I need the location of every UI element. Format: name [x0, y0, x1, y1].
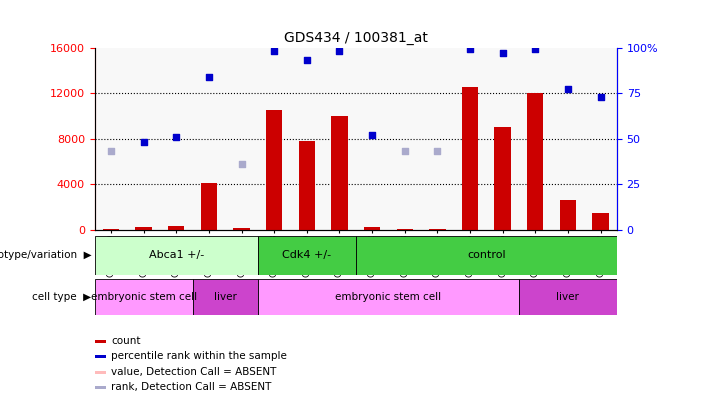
Point — [236, 161, 247, 167]
Point — [301, 57, 313, 63]
Point — [367, 132, 378, 138]
Point — [595, 93, 606, 100]
Text: embryonic stem cell: embryonic stem cell — [90, 292, 197, 302]
Bar — [95, 340, 106, 343]
Bar — [258, 236, 356, 275]
Bar — [494, 127, 511, 230]
Bar — [364, 227, 380, 230]
Text: liver: liver — [214, 292, 237, 302]
Text: liver: liver — [557, 292, 579, 302]
Bar — [355, 236, 617, 275]
Bar — [266, 110, 283, 230]
Text: control: control — [467, 250, 505, 261]
Point — [497, 50, 508, 56]
Point — [138, 139, 149, 145]
Bar — [527, 93, 543, 230]
Bar — [592, 213, 608, 230]
Bar — [560, 200, 576, 230]
Text: rank, Detection Call = ABSENT: rank, Detection Call = ABSENT — [111, 382, 272, 392]
Point — [268, 48, 280, 54]
Title: GDS434 / 100381_at: GDS434 / 100381_at — [284, 31, 428, 45]
Text: percentile rank within the sample: percentile rank within the sample — [111, 351, 287, 362]
Bar — [135, 227, 151, 230]
Bar — [397, 228, 413, 230]
Bar — [168, 226, 184, 230]
Point — [334, 48, 345, 54]
Bar — [95, 356, 106, 358]
Bar — [299, 141, 315, 230]
Text: genotype/variation  ▶: genotype/variation ▶ — [0, 250, 91, 261]
Bar — [200, 183, 217, 230]
Point — [464, 46, 475, 53]
Text: Cdk4 +/-: Cdk4 +/- — [283, 250, 332, 261]
Bar — [95, 236, 258, 275]
Bar — [103, 229, 119, 230]
Text: value, Detection Call = ABSENT: value, Detection Call = ABSENT — [111, 367, 277, 377]
Point — [399, 148, 410, 154]
Bar — [193, 279, 258, 315]
Text: cell type  ▶: cell type ▶ — [32, 292, 91, 302]
Bar — [258, 279, 519, 315]
Text: Abca1 +/-: Abca1 +/- — [149, 250, 204, 261]
Point — [530, 46, 541, 53]
Bar — [233, 228, 250, 230]
Bar — [332, 116, 348, 230]
Bar — [519, 279, 617, 315]
Point — [562, 86, 573, 93]
Text: embryonic stem cell: embryonic stem cell — [335, 292, 442, 302]
Bar — [429, 229, 446, 230]
Bar — [95, 371, 106, 374]
Text: count: count — [111, 336, 141, 346]
Point — [203, 74, 215, 80]
Bar — [95, 386, 106, 389]
Point — [170, 133, 182, 140]
Point — [105, 148, 116, 154]
Point — [432, 148, 443, 154]
Bar — [95, 279, 193, 315]
Bar — [462, 88, 478, 230]
